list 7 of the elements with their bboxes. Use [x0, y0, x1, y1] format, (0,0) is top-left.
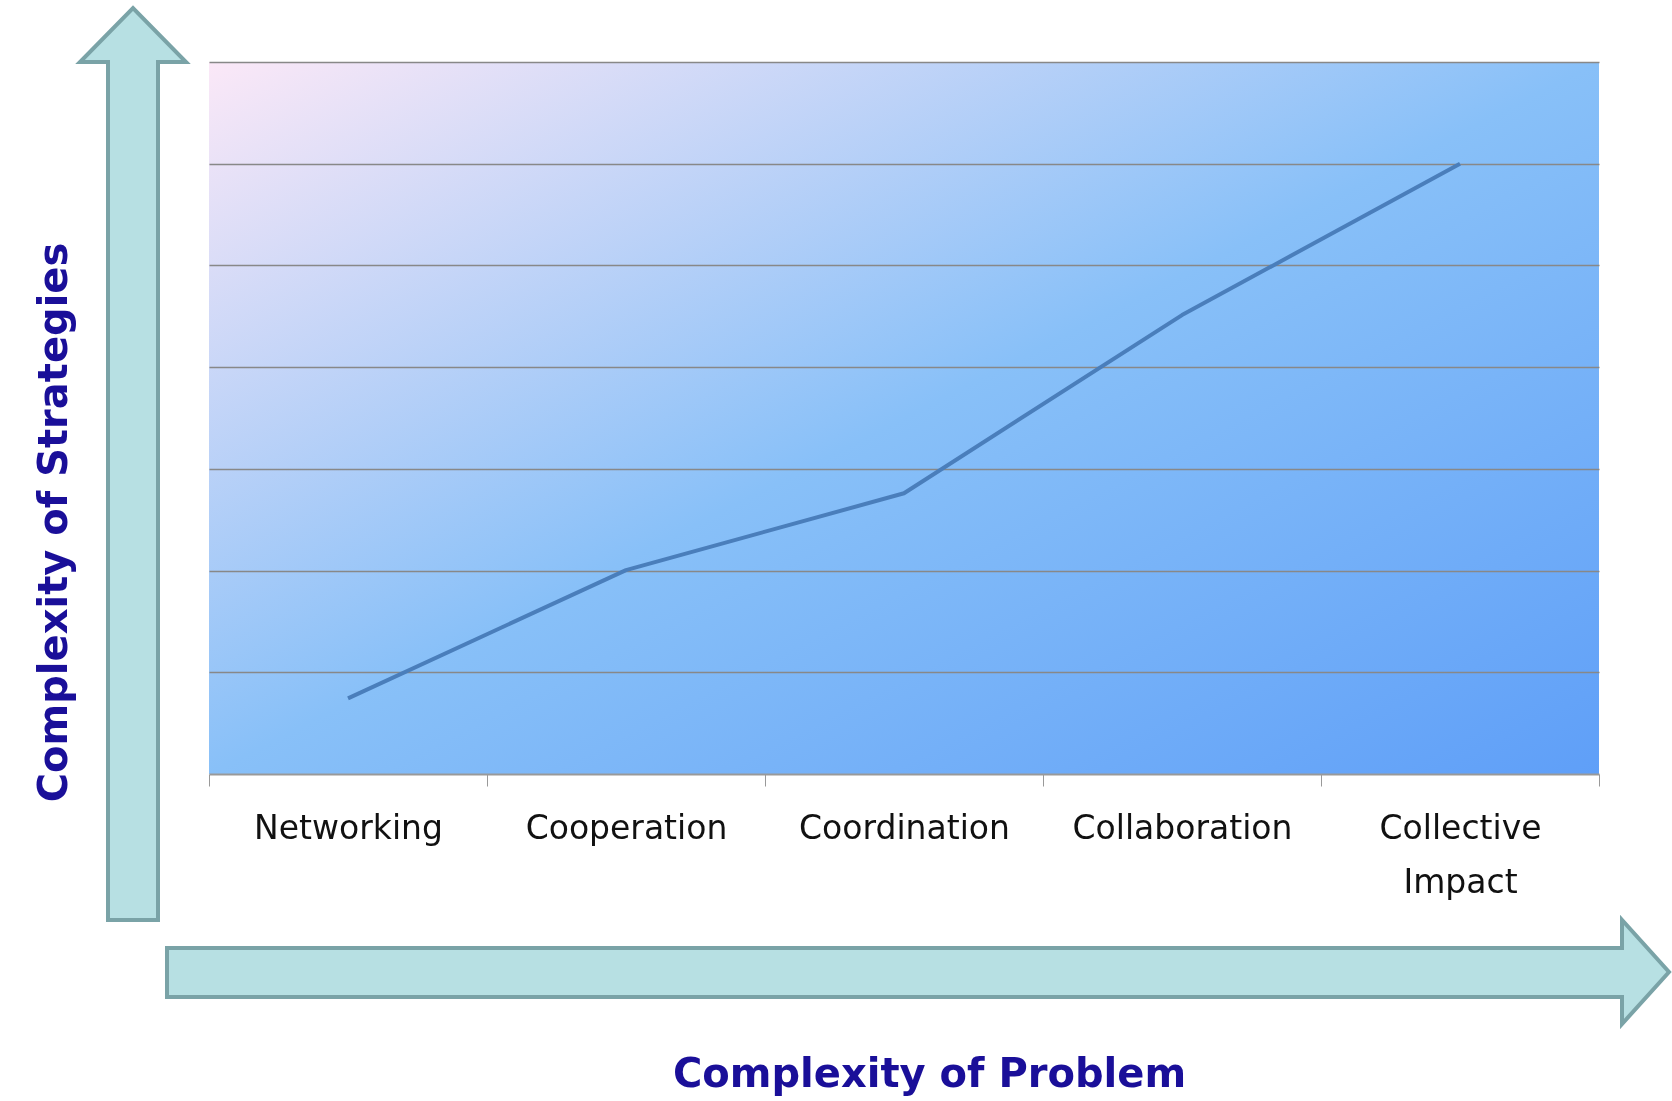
x-tick-label: Cooperation: [525, 807, 728, 847]
x-tick-label: Collective Impact: [1379, 807, 1542, 901]
y-axis-title: Complexity of Strategies: [29, 242, 76, 803]
x-tick-label: Collaboration: [1072, 807, 1293, 847]
x-axis-title: Complexity of Problem: [672, 1049, 1187, 1096]
x-tick-label: Coordination: [799, 807, 1010, 847]
x-tick-label: Networking: [254, 807, 443, 847]
